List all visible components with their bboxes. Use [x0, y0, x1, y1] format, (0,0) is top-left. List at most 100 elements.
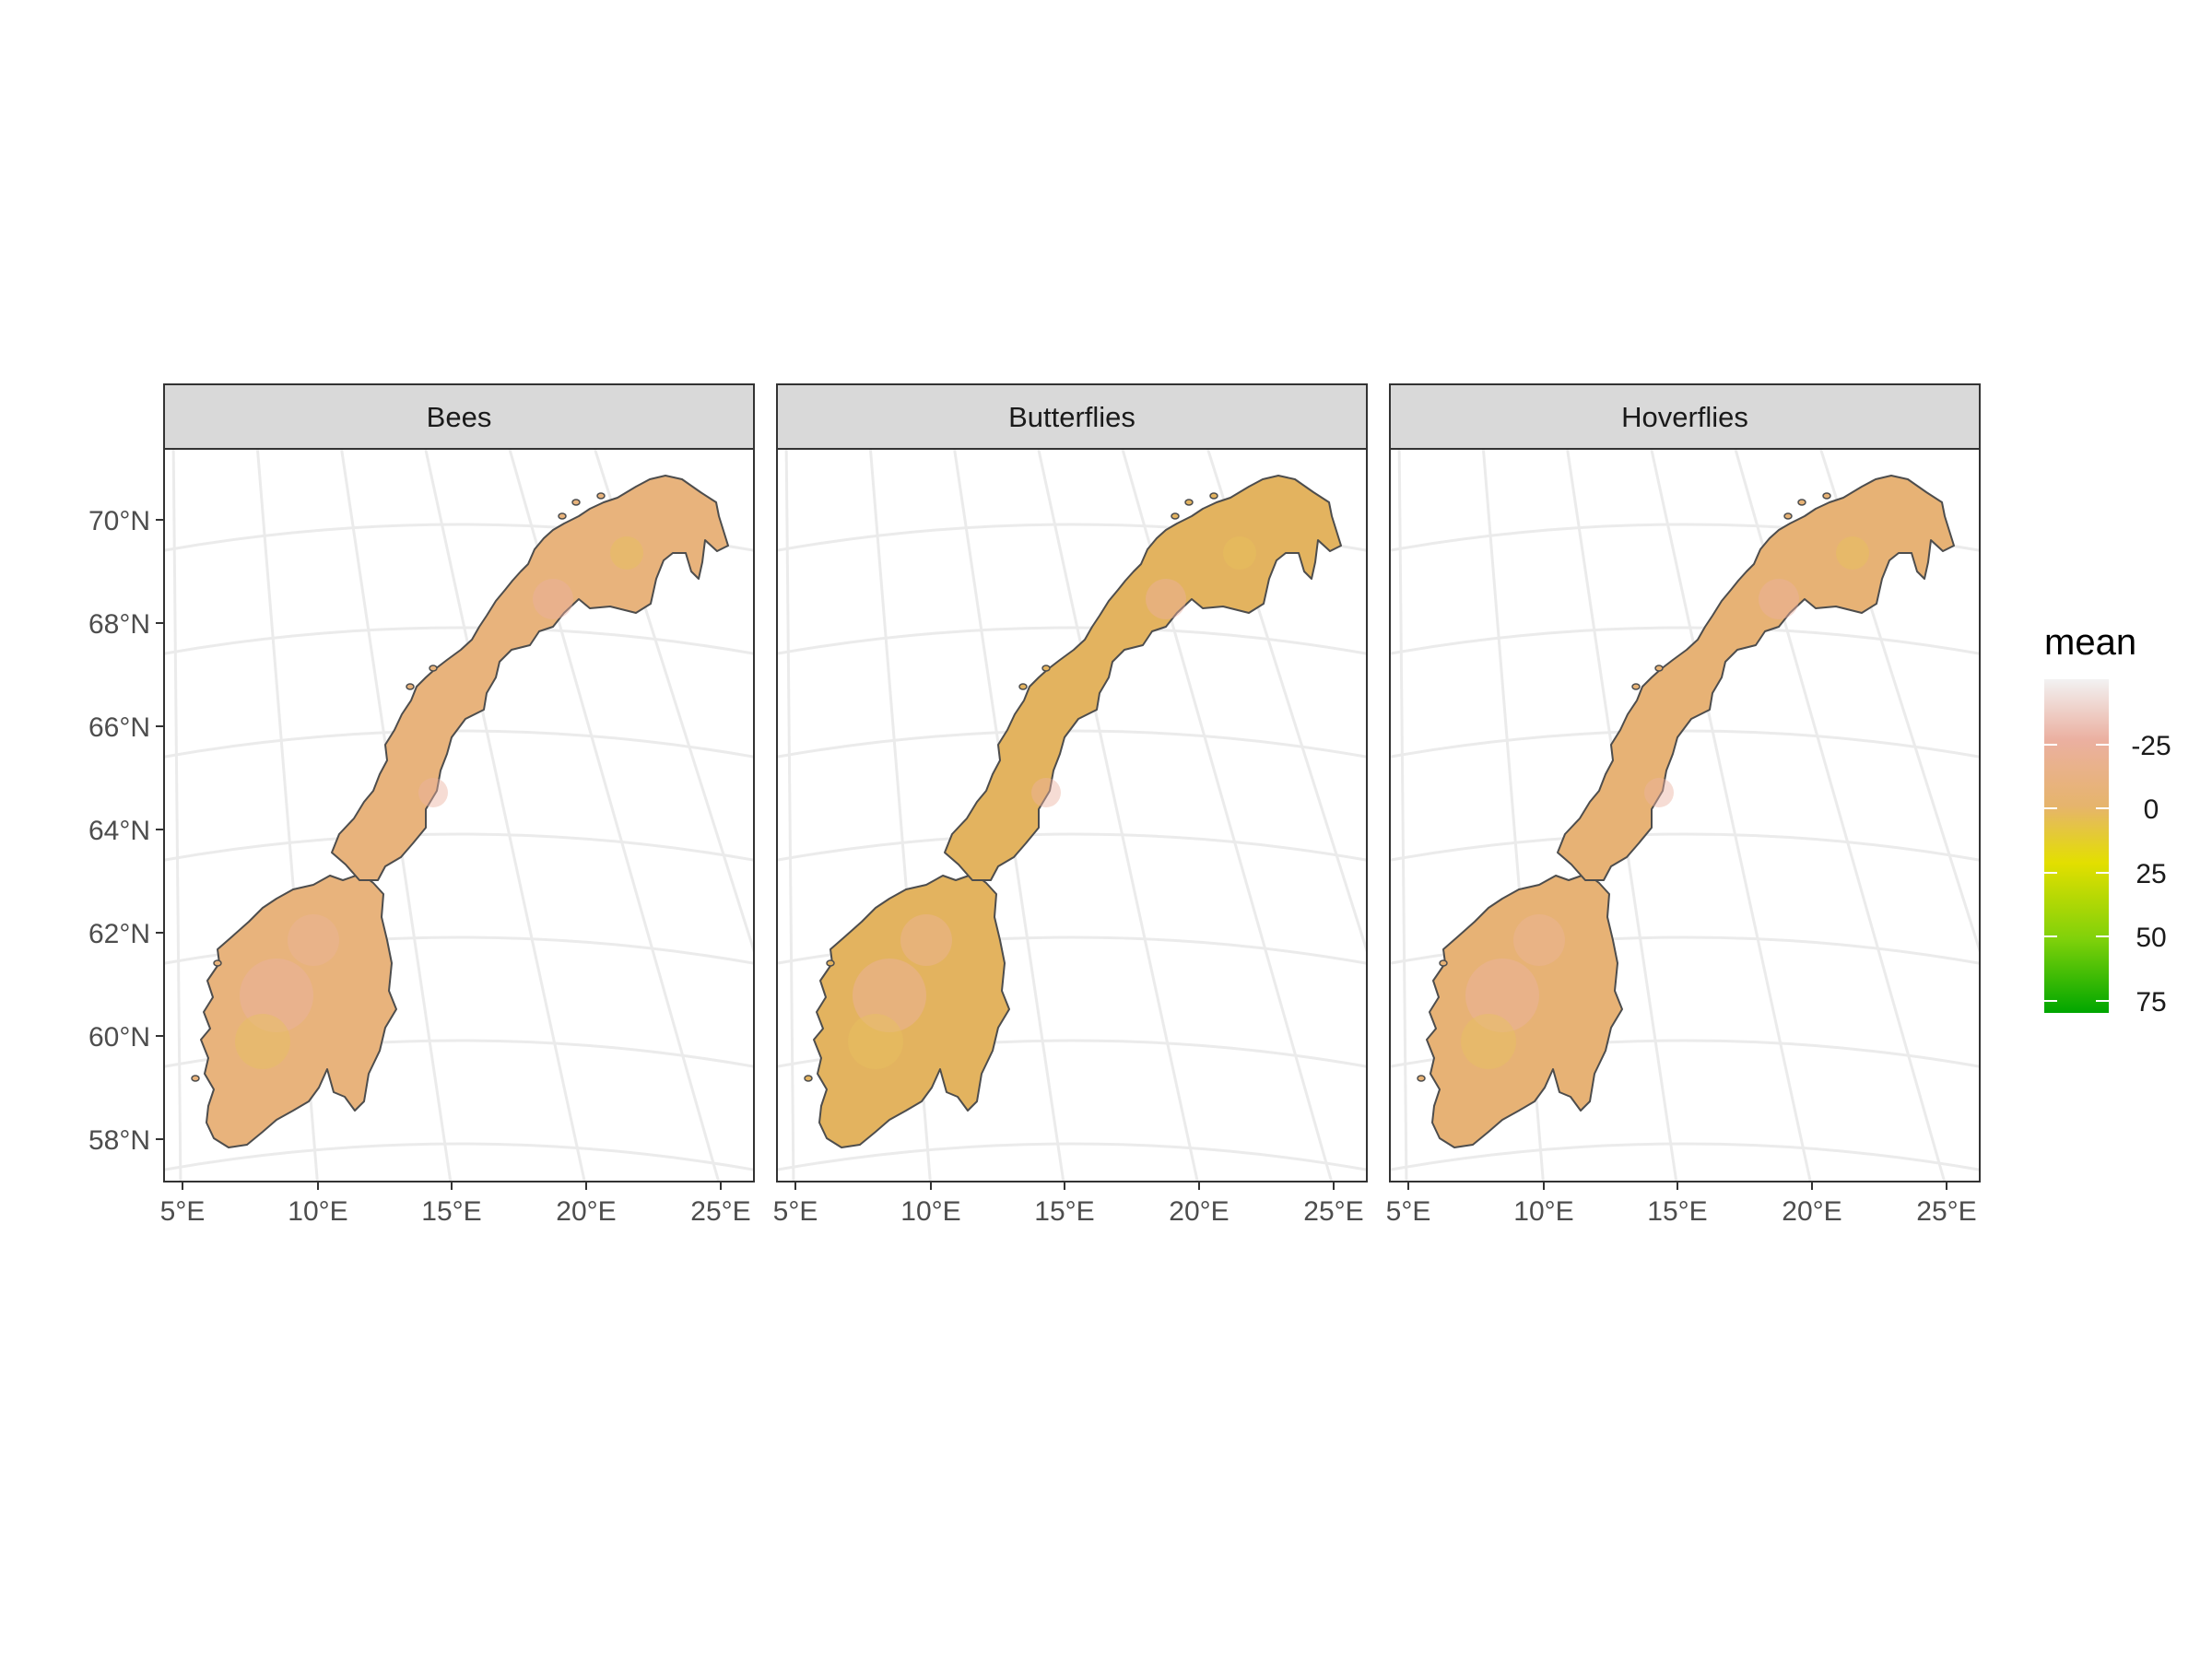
y-tick-label: 70°N: [88, 506, 150, 536]
longitude-gridline: [784, 449, 795, 1182]
longitude-gridline: [1037, 449, 1199, 1182]
x-tick-label: 25°E: [690, 1196, 750, 1227]
island: [1018, 683, 1028, 690]
facet-strip-label: Butterflies: [1008, 401, 1135, 433]
latitude-gridline: [1390, 1142, 1980, 1171]
facet-strip-label: Hoverflies: [1621, 401, 1748, 433]
raster-patch: [1031, 778, 1061, 807]
raster-patch: [853, 959, 926, 1032]
latitude-gridline: [164, 729, 753, 759]
island: [1797, 499, 1806, 506]
x-tick-label: 20°E: [1782, 1196, 1841, 1227]
y-tick-label: 62°N: [88, 919, 150, 949]
x-tick-label: 5°E: [773, 1196, 818, 1227]
island: [1822, 492, 1831, 500]
island: [596, 492, 606, 500]
latitude-gridline: [777, 1142, 1367, 1171]
raster-patch: [1759, 579, 1799, 619]
x-tick-label: 5°E: [1386, 1196, 1431, 1227]
panel-border: [776, 448, 1368, 1182]
raster-patch: [1146, 579, 1186, 619]
longitude-gridline: [1650, 449, 1812, 1182]
x-tick-label: 10°E: [1513, 1196, 1573, 1227]
longitude-gridline: [171, 449, 182, 1182]
x-tick-label: 20°E: [1169, 1196, 1229, 1227]
legend-label: 25: [2136, 859, 2166, 889]
latitude-gridline: [777, 626, 1367, 655]
island: [1171, 512, 1180, 520]
x-tick-label: 20°E: [556, 1196, 616, 1227]
island: [429, 665, 438, 672]
legend-label: -25: [2131, 731, 2171, 761]
island: [1439, 959, 1448, 967]
facet-panel-butterflies: Butterflies 5°E 10°E 15°E 20°E 25°E: [768, 383, 1376, 1275]
y-tick-label: 58°N: [88, 1125, 150, 1156]
panel-border: [1389, 448, 1981, 1182]
norway-map: [804, 475, 1342, 1148]
island: [1209, 492, 1218, 500]
raster-patch: [1644, 778, 1674, 807]
facet-panel-hoverflies: Hoverflies 5°E 10°E 15°E 20°E 25°E: [1381, 383, 1989, 1275]
x-tick-label: 10°E: [900, 1196, 960, 1227]
raster-patch: [240, 959, 313, 1032]
legend-colorbar: [2044, 679, 2109, 1013]
facet-strip: [1389, 383, 1981, 450]
legend-title: mean: [2044, 622, 2136, 663]
latitude-gridline: [1390, 832, 1980, 862]
x-tick-label: 25°E: [1303, 1196, 1363, 1227]
y-tick-label: 64°N: [88, 816, 150, 846]
island: [406, 683, 415, 690]
y-tick-label: 68°N: [88, 609, 150, 640]
latitude-gridline: [1390, 729, 1980, 759]
latitude-gridline: [164, 832, 753, 862]
raster-patch: [288, 914, 339, 966]
y-tick-label: 66°N: [88, 712, 150, 743]
x-tick-label: 15°E: [1034, 1196, 1094, 1227]
latitude-gridline: [155, 1247, 763, 1275]
latitude-gridline: [768, 1247, 1376, 1275]
island: [804, 1075, 813, 1082]
island: [826, 959, 835, 967]
raster-patch: [235, 1014, 290, 1069]
latitude-gridline: [1381, 1247, 1989, 1275]
latitude-gridline: [777, 832, 1367, 862]
x-tick-label: 15°E: [1647, 1196, 1707, 1227]
legend: mean -25 0 25 50 75: [2044, 622, 2171, 1018]
latitude-gridline: [164, 1142, 753, 1171]
x-tick-label: 10°E: [288, 1196, 347, 1227]
island: [1041, 665, 1051, 672]
raster-patch: [533, 579, 573, 619]
facet-strip-label: Bees: [427, 401, 492, 433]
raster-patch: [1465, 959, 1539, 1032]
x-tick-label: 5°E: [160, 1196, 206, 1227]
norway-map: [191, 475, 729, 1148]
x-tick-label: 25°E: [1916, 1196, 1976, 1227]
latitude-gridline: [1390, 626, 1980, 655]
facet-panel-bees: Bees 5°E 10°E 15°E 20°E 25°E 58°N 60°N 62°N 64°N 6…: [88, 383, 763, 1275]
raster-patch: [610, 536, 643, 570]
facet-strip: [776, 383, 1368, 450]
raster-patch: [1513, 914, 1565, 966]
raster-patch: [848, 1014, 903, 1069]
island: [558, 512, 567, 520]
latitude-gridline: [777, 729, 1367, 759]
panel-border: [163, 448, 755, 1182]
raster-patch: [1223, 536, 1256, 570]
island: [1417, 1075, 1426, 1082]
island: [1631, 683, 1641, 690]
legend-label: 0: [2144, 794, 2159, 825]
island: [213, 959, 222, 967]
island: [1184, 499, 1194, 506]
island: [1783, 512, 1793, 520]
legend-label: 50: [2136, 923, 2166, 953]
island: [191, 1075, 200, 1082]
y-tick-label: 60°N: [88, 1022, 150, 1053]
latitude-gridline: [164, 626, 753, 655]
raster-patch: [1461, 1014, 1516, 1069]
longitude-gridline: [424, 449, 586, 1182]
norway-map: [1417, 475, 1955, 1148]
graticule: [155, 449, 763, 1275]
legend-label: 75: [2136, 987, 2166, 1018]
raster-patch: [900, 914, 952, 966]
